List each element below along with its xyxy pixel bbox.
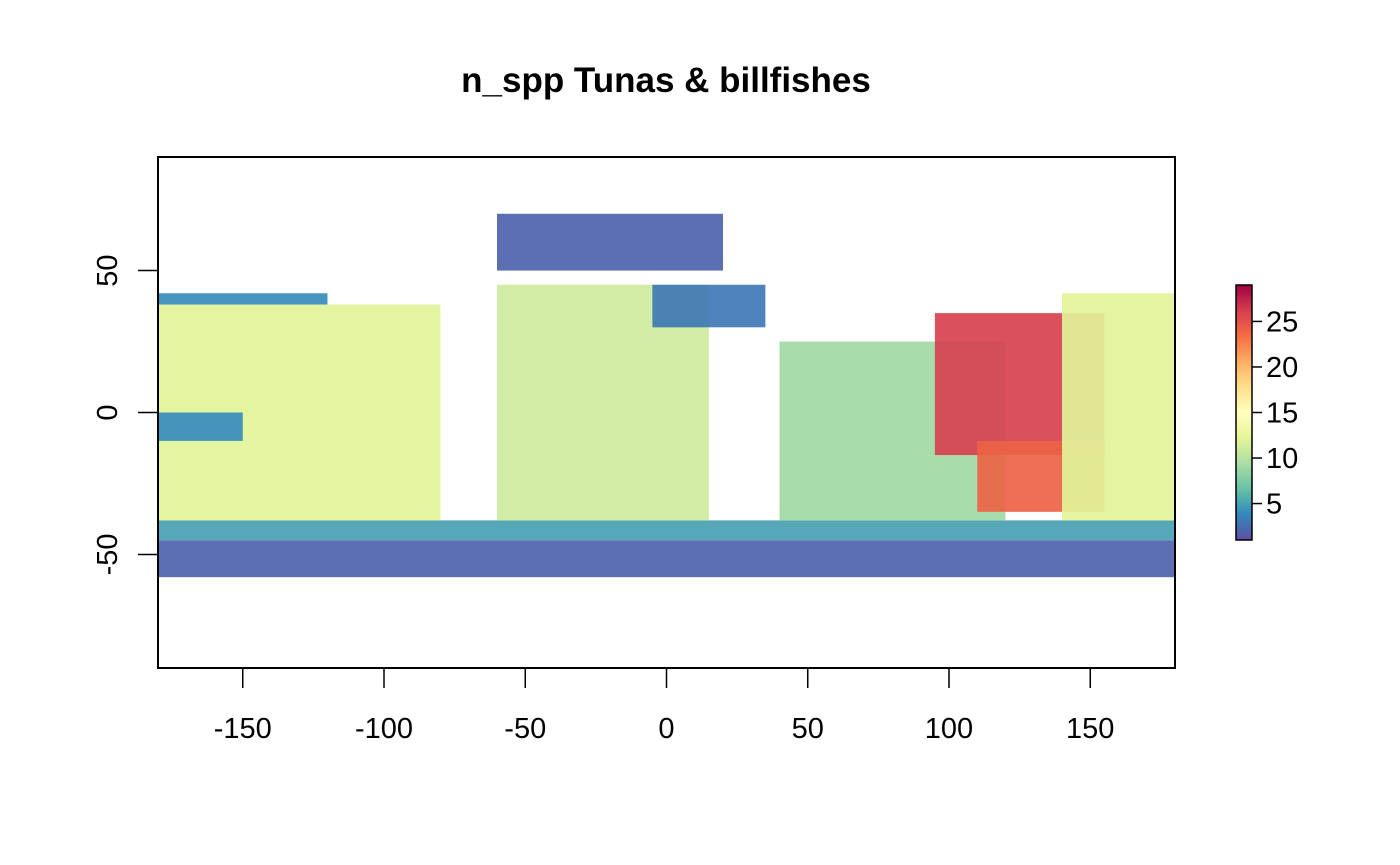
x-tick-label: 100 [925, 713, 973, 745]
legend-tick-label: 15 [1266, 398, 1298, 430]
raster-region [158, 520, 1175, 541]
legend-colorbar [1235, 284, 1253, 541]
legend-tick-label: 10 [1266, 443, 1298, 475]
legend-tick-label: 25 [1266, 306, 1298, 338]
raster-region [158, 412, 243, 441]
x-tick-label: 150 [1066, 713, 1114, 745]
x-tick-label: 50 [792, 713, 824, 745]
raster-region [158, 540, 1175, 578]
chart-title: n_spp Tunas & billfishes [461, 61, 871, 100]
x-tick-label: -100 [355, 713, 413, 745]
legend-ticks: 5 10 15 20 25 [1252, 306, 1298, 521]
y-axis: -50 0 50 [92, 254, 158, 575]
x-axis: -150 -100 -50 0 50 100 150 [214, 668, 1114, 745]
x-tick-label: 0 [658, 713, 674, 745]
raster-region [497, 213, 723, 271]
legend-tick-label: 20 [1266, 352, 1298, 384]
raster-layer [158, 213, 1175, 578]
raster-region [1062, 293, 1175, 521]
legend-tick-label: 5 [1266, 489, 1282, 521]
y-tick-label: 0 [92, 404, 124, 420]
x-tick-label: -150 [214, 713, 272, 745]
y-tick-label: 50 [92, 254, 124, 286]
raster-region [652, 284, 766, 328]
raster-region [158, 293, 328, 305]
color-legend: 5 10 15 20 25 [1235, 284, 1298, 541]
x-tick-label: -50 [504, 713, 546, 745]
y-tick-label: -50 [92, 533, 124, 575]
